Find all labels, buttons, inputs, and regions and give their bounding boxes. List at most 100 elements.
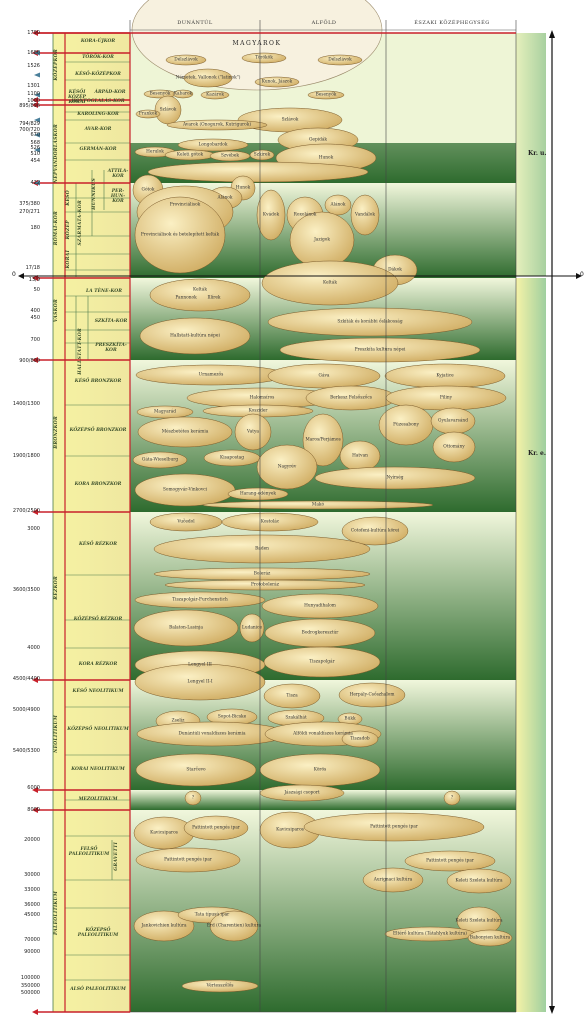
culture-ellipse <box>202 500 434 510</box>
boundary-arrow-icon <box>32 677 38 683</box>
culture-label: Besenyők <box>315 92 337 98</box>
culture-ellipse <box>183 815 249 841</box>
date-label: 100000 <box>20 975 40 981</box>
sub-period-label: KAROLING-KOR <box>77 112 119 117</box>
culture-label: Füzesabony <box>393 422 419 428</box>
culture-label: Hunok <box>318 155 334 161</box>
culture-ellipse <box>314 466 476 490</box>
culture-label: Szakálhát <box>285 715 307 721</box>
culture-label: Frankok <box>138 111 158 117</box>
date-label: 454 <box>30 158 40 164</box>
culture-label: Longobardok <box>198 142 228 148</box>
culture-label: Vandálok <box>355 212 375 218</box>
culture-ellipse <box>136 405 194 419</box>
culture-label: Vértesszőlős <box>206 983 234 989</box>
sub-period-label: KÉSŐ BRONZKOR <box>74 379 122 384</box>
culture-label: Lengyel II-I <box>187 679 213 685</box>
date-label: 270/271 <box>19 209 40 215</box>
culture-ellipse <box>302 413 344 467</box>
culture-label: Jankovichien kultúra <box>141 923 187 929</box>
date-label: 45000 <box>24 912 40 918</box>
sub-boundary-arrow-icon <box>34 132 40 138</box>
date-label: 8000 <box>27 807 40 813</box>
date-label: 700/720 <box>19 127 40 133</box>
sub-period-label: KÉSŐ NEOLITIKUM <box>72 689 124 694</box>
date-label: 33000 <box>24 887 40 893</box>
culture-ellipse <box>139 317 251 355</box>
culture-label: Körös <box>313 767 327 773</box>
era-ad-column <box>516 33 546 276</box>
culture-label: Keleti gótok <box>176 152 204 158</box>
culture-label: Keleti Szeleta kultúra <box>455 918 503 924</box>
sub-period-label: KÖZÉPSŐ NEOLITIKUM <box>67 727 129 732</box>
date-label: 400 <box>30 308 40 314</box>
era-bc-label: Kr. e. <box>528 450 546 457</box>
culture-label: Törökök <box>255 55 273 61</box>
sub-boundary-arrow-icon <box>34 147 40 153</box>
sub-period-label: KORA RÉZKOR <box>78 662 118 667</box>
culture-label: Kavicsiparos <box>276 827 304 833</box>
culture-label: Kazárok <box>206 92 224 98</box>
date-label: 1526 <box>27 63 40 69</box>
sub-period-label: ATTILA-KOR <box>107 169 129 179</box>
culture-ellipse <box>221 512 319 532</box>
culture-ellipse <box>467 929 513 947</box>
culture-label: Babonyien kultúra <box>469 935 511 941</box>
culture-ellipse <box>279 337 481 363</box>
culture-ellipse <box>200 90 230 100</box>
culture-label: Piliny <box>439 395 453 401</box>
culture-label: Gáva <box>318 373 330 379</box>
boundary-arrow-icon <box>32 357 38 363</box>
date-label: 4500/4400 <box>12 676 40 682</box>
boundary-arrow-icon <box>32 807 38 813</box>
culture-label: Illírek <box>207 295 221 301</box>
sub-period-label: GERMÁN-KOR <box>79 147 117 152</box>
period-column-bg <box>53 33 130 1012</box>
culture-ellipse <box>165 54 207 66</box>
main-period-label: KÖZÉPKOR <box>54 48 59 81</box>
culture-label: Starčevo <box>186 767 206 773</box>
date-label: 1100 <box>27 91 40 97</box>
sub-period-label: ÁRPÁD-KOR <box>94 90 126 95</box>
date-label: 510 <box>30 151 40 157</box>
time-arrow-up-icon <box>549 30 555 38</box>
culture-label: Roxolánok <box>293 212 317 218</box>
culture-label: Berkesz Felsőszőcs <box>330 395 372 401</box>
main-period-label: NEOLITIKUM <box>54 715 59 753</box>
culture-ellipse <box>241 52 287 64</box>
date-label: 1400/1300 <box>12 401 40 407</box>
culture-ellipse <box>263 683 321 709</box>
date-label: 568 <box>30 140 40 146</box>
sub-boundary-arrow-icon <box>34 50 40 56</box>
date-label: 1900/1800 <box>12 453 40 459</box>
culture-label: Nagyrév <box>277 464 297 470</box>
culture-label: Urnamezős <box>198 372 224 378</box>
culture-label: Ludanice <box>241 625 263 631</box>
culture-label: Délszlávok <box>328 57 352 63</box>
culture-ellipse <box>261 593 379 619</box>
culture-label: Lengyel III <box>188 662 212 668</box>
date-label: 350000 <box>20 983 40 989</box>
culture-ellipse <box>184 790 202 806</box>
boundary-arrow-icon <box>32 1009 38 1015</box>
culture-label: Tisza <box>286 693 298 699</box>
culture-label: Kelták <box>323 280 337 286</box>
date-label: 13/9 <box>28 277 40 283</box>
date-label: 50 <box>33 287 40 293</box>
culture-label: Alánok <box>217 195 233 201</box>
culture-ellipse <box>135 847 241 873</box>
culture-label: Preszkíta kultúra népei <box>354 347 406 353</box>
era-bc-column <box>516 278 546 1012</box>
culture-label: Protoboleráz <box>251 582 279 588</box>
date-label: 422 <box>30 180 40 186</box>
culture-label: Magyarád <box>153 409 177 415</box>
date-label: 794/829 <box>19 121 40 127</box>
sub-period-label: LA TÈNE-KOR <box>86 289 122 294</box>
culture-ellipse <box>446 868 512 894</box>
culture-label: Dákok <box>388 267 402 273</box>
sub-period-label: KORAI <box>66 250 71 269</box>
culture-label: Maros/Perjámos <box>305 437 341 443</box>
culture-ellipse <box>249 149 275 161</box>
culture-label: Hatvan <box>352 453 368 459</box>
date-label: 70000 <box>24 937 40 943</box>
